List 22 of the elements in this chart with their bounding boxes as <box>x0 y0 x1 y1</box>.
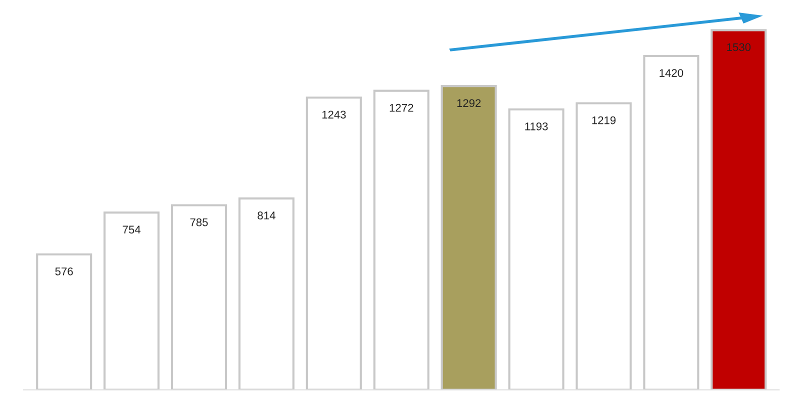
data-label: 1292 <box>457 99 481 108</box>
data-label: 1243 <box>322 110 346 119</box>
bar <box>440 85 497 390</box>
data-label: 814 <box>258 212 276 220</box>
data-label: 1219 <box>592 116 616 124</box>
bar <box>710 29 767 390</box>
data-label: 576 <box>55 267 73 276</box>
data-label: 785 <box>190 218 208 226</box>
bar <box>576 102 632 390</box>
bar <box>373 90 430 390</box>
bar <box>104 212 160 390</box>
data-label: 1530 <box>727 43 751 52</box>
bar <box>238 197 294 390</box>
bar <box>306 96 362 390</box>
data-label: 1420 <box>660 69 684 77</box>
data-label: 754 <box>122 226 140 234</box>
bar <box>36 253 92 390</box>
data-label: 1193 <box>525 122 548 130</box>
bar <box>170 204 228 390</box>
bar <box>643 54 700 390</box>
data-label: 1272 <box>390 104 414 112</box>
bar <box>508 108 564 390</box>
